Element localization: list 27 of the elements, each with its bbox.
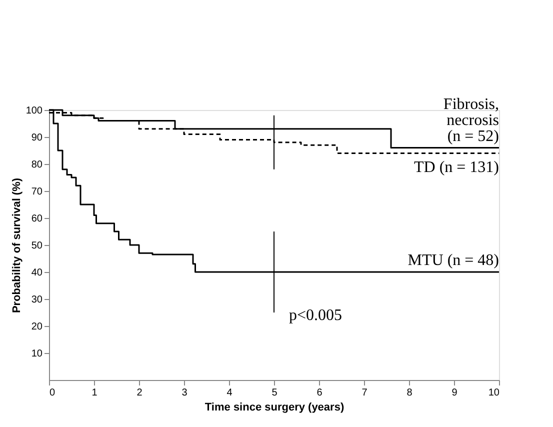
x-tick-label: 4 (226, 388, 233, 398)
annotation: p<0.005 (289, 307, 342, 324)
x-tick-label: 2 (136, 388, 143, 398)
x-tick-label: 1 (92, 388, 98, 398)
y-tick-label: 10 (31, 348, 43, 360)
x-tick-label: 8 (406, 388, 413, 398)
y-tick-label: 30 (31, 294, 43, 306)
y-tick-label: 40 (31, 268, 43, 278)
x-tick-label: 3 (182, 388, 188, 398)
x-tick-label: 0 (50, 388, 56, 398)
x-tick-label: 6 (316, 388, 323, 398)
x-tick-label: 10 (488, 388, 500, 398)
y-tick-label: 70 (31, 186, 43, 198)
series-label: Fibrosis, necrosis (n = 52) (443, 96, 499, 145)
y-axis-title: Probability of survival (%) (10, 178, 23, 314)
y-tick-label: 90 (31, 132, 43, 144)
series-label: TD (n = 131) (414, 159, 499, 176)
y-tick-label: 60 (31, 214, 43, 224)
y-tick-label: 100 (26, 106, 43, 116)
x-tick-label: 5 (272, 388, 278, 398)
series-label: MTU (n = 48) (408, 252, 499, 269)
x-tick-label: 7 (362, 388, 368, 398)
y-tick-label: 80 (31, 160, 43, 170)
x-axis-title: Time since surgery (years) (204, 402, 344, 414)
y-tick-label: 20 (31, 322, 43, 332)
x-tick-label: 9 (452, 388, 458, 398)
y-tick-label: 50 (31, 240, 43, 252)
